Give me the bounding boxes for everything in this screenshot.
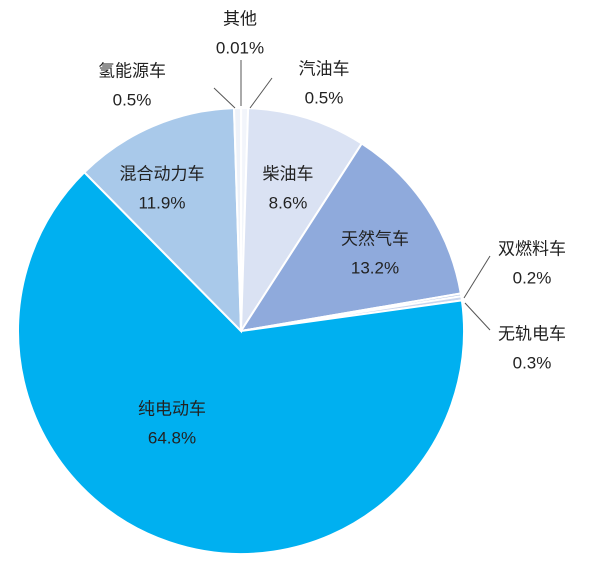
slice-label: 柴油车 — [263, 164, 314, 183]
slice-value: 0.01% — [216, 38, 264, 57]
slice-value: 64.8% — [148, 428, 196, 447]
slice-value: 0.5% — [305, 88, 344, 107]
slice-value: 0.2% — [513, 268, 552, 287]
pie-slice — [238, 142, 462, 333]
slice-label: 混合动力车 — [120, 164, 205, 183]
slice-value: 8.6% — [269, 193, 308, 212]
pie-slice — [239, 107, 364, 335]
slice-label: 氢能源车 — [98, 61, 166, 80]
pie-slice — [17, 170, 465, 555]
slice-value: 0.5% — [113, 90, 152, 109]
slice-label: 无轨电车 — [498, 324, 566, 343]
slice-label: 双燃料车 — [498, 239, 566, 258]
leader-line — [249, 77, 273, 109]
slice-label: 其他 — [223, 9, 257, 28]
pie-slice — [82, 107, 243, 334]
slice-label: 纯电动车 — [138, 399, 206, 418]
pie-slice — [232, 106, 242, 332]
slice-label: 汽油车 — [299, 59, 350, 78]
leader-line — [464, 302, 491, 331]
slice-value: 13.2% — [351, 258, 399, 277]
leader-line — [213, 87, 236, 109]
slice-label: 天然气车 — [341, 229, 409, 248]
leader-line — [463, 255, 491, 299]
slice-value: 0.3% — [513, 353, 552, 372]
slice-value: 11.9% — [139, 193, 186, 212]
